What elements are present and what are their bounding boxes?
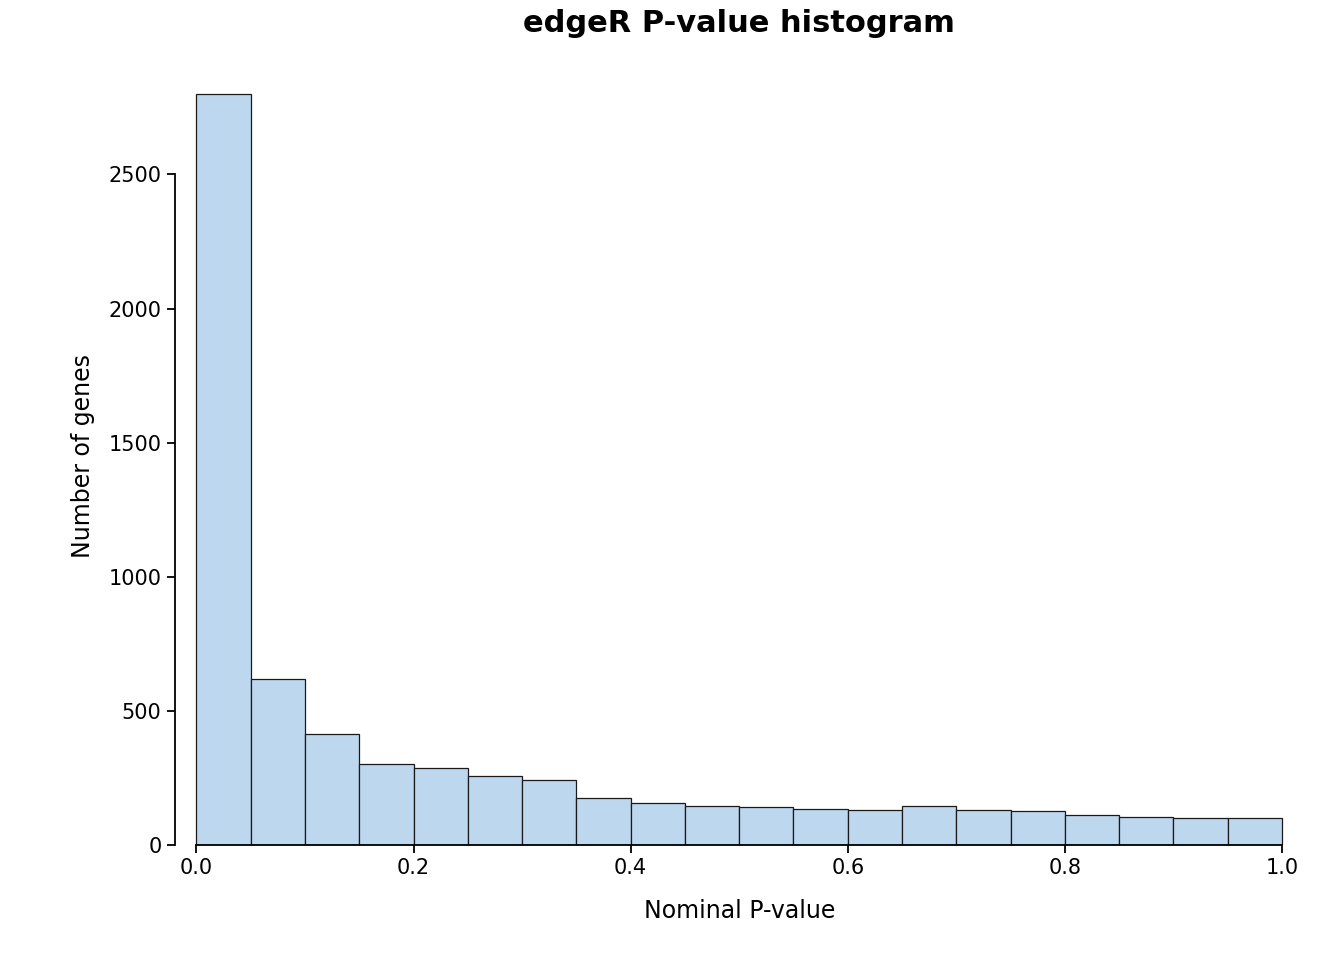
Bar [793, 808, 848, 845]
Title: edgeR P-value histogram: edgeR P-value histogram [523, 10, 956, 38]
Bar [630, 804, 685, 845]
Bar [359, 764, 414, 845]
Bar [1120, 817, 1173, 845]
Bar [739, 807, 793, 845]
Bar [1227, 818, 1282, 845]
Bar [848, 810, 902, 845]
Bar [957, 810, 1011, 845]
Bar [577, 798, 630, 845]
Bar [521, 780, 577, 845]
X-axis label: Nominal P-value: Nominal P-value [644, 899, 835, 923]
Y-axis label: Number of genes: Number of genes [71, 354, 94, 558]
Bar [685, 806, 739, 845]
Bar [305, 733, 359, 845]
Bar [1011, 811, 1064, 845]
Bar [468, 777, 521, 845]
Bar [902, 806, 957, 845]
Bar [251, 679, 305, 845]
Bar [1173, 818, 1227, 845]
Bar [414, 768, 468, 845]
Bar [196, 94, 251, 845]
Bar [1064, 815, 1120, 845]
